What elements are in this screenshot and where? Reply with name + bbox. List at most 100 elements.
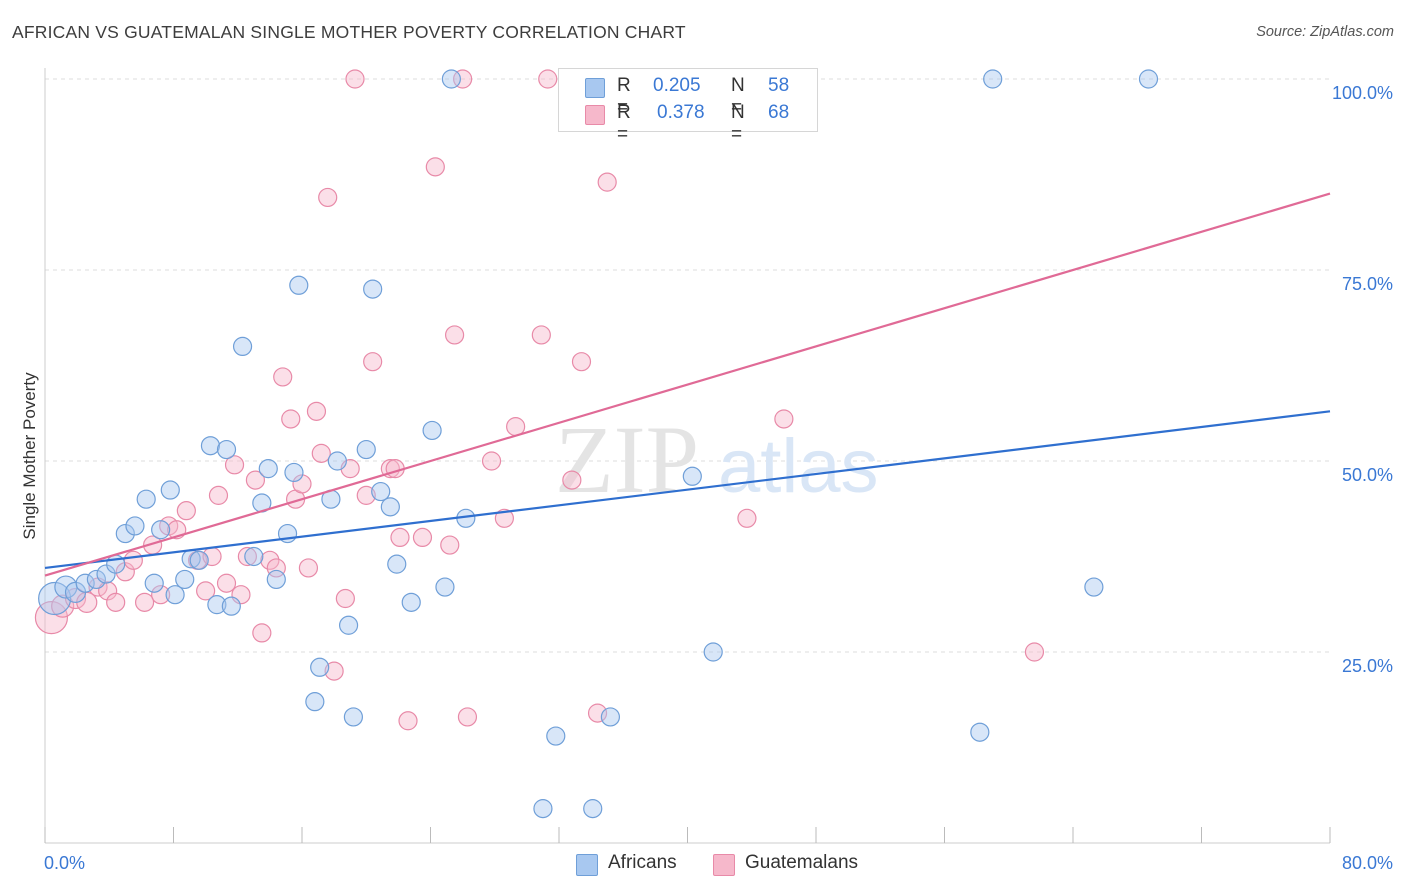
african-point bbox=[371, 481, 391, 502]
guatemalan-point bbox=[425, 157, 445, 177]
african-point bbox=[86, 569, 107, 590]
african-point bbox=[136, 489, 156, 509]
x-tick-label: 80.0% bbox=[1342, 853, 1393, 873]
legend-r-label: R = bbox=[617, 102, 631, 145]
guatemalan-point bbox=[98, 581, 118, 601]
africans-swatch bbox=[585, 78, 605, 98]
guatemalans-legend-label: Guatemalans bbox=[745, 852, 859, 873]
african-point bbox=[289, 275, 309, 295]
africans-trend-line bbox=[44, 410, 1331, 570]
african-point bbox=[387, 554, 407, 574]
guatemalan-point bbox=[292, 474, 312, 494]
africans-points bbox=[38, 69, 1159, 819]
african-point bbox=[284, 462, 304, 483]
african-point bbox=[356, 439, 376, 460]
grid-layer bbox=[45, 78, 1330, 653]
guatemalans-trend-line bbox=[44, 192, 1331, 577]
guatemalan-point bbox=[481, 451, 502, 471]
african-point bbox=[970, 722, 990, 742]
legend-r-label: R = bbox=[617, 75, 631, 118]
african-point bbox=[435, 577, 455, 597]
y-tick-label: 100.0% bbox=[1332, 83, 1393, 103]
guatemalan-point bbox=[281, 409, 301, 429]
source-credit: Source: ZipAtlas.com bbox=[1256, 24, 1394, 40]
legend-n-value: 58 bbox=[768, 75, 790, 96]
guatemalan-point bbox=[176, 501, 196, 521]
african-point bbox=[75, 573, 95, 593]
african-point bbox=[338, 615, 359, 635]
african-point bbox=[244, 546, 264, 567]
guatemalan-point bbox=[494, 508, 514, 528]
guatemalan-point bbox=[260, 550, 280, 570]
guatemalan-point bbox=[324, 661, 344, 681]
african-point bbox=[533, 799, 553, 819]
african-point bbox=[600, 707, 621, 727]
guatemalans-points bbox=[34, 69, 1045, 731]
guatemalan-point bbox=[216, 573, 237, 593]
guatemalan-point bbox=[151, 585, 171, 605]
guatemalan-point bbox=[115, 562, 135, 582]
watermark-atlas: atlas bbox=[718, 424, 879, 509]
african-point bbox=[175, 569, 195, 590]
african-point bbox=[441, 69, 461, 89]
guatemalan-point bbox=[457, 707, 478, 727]
african-point bbox=[380, 497, 400, 517]
african-point bbox=[310, 657, 330, 677]
african-point bbox=[221, 596, 241, 616]
legend-n-label: N = bbox=[731, 102, 745, 145]
y-tick-label: 25.0% bbox=[1342, 656, 1393, 676]
guatemalan-point bbox=[737, 508, 757, 528]
african-point bbox=[343, 707, 363, 727]
africans-legend-swatch bbox=[576, 854, 598, 876]
african-point bbox=[401, 592, 421, 612]
legend-r-value: 0.205 bbox=[653, 75, 701, 96]
guatemalan-point bbox=[390, 527, 410, 548]
guatemalan-point bbox=[252, 623, 272, 643]
guatemalans-swatch bbox=[585, 105, 605, 125]
chart-title: AFRICAN VS GUATEMALAN SINGLE MOTHER POVE… bbox=[12, 22, 686, 42]
legend-r-value: 0.378 bbox=[657, 102, 705, 123]
african-point bbox=[115, 523, 135, 544]
african-point bbox=[96, 564, 116, 584]
african-point bbox=[327, 451, 347, 471]
tick-labels: 25.0% 50.0% 75.0% 100.0% 0.0% 80.0% bbox=[44, 83, 1393, 873]
guatemalan-point bbox=[453, 69, 473, 89]
african-point bbox=[160, 480, 180, 500]
correlation-legend: R = 0.205 N = 58 R = 0.378 N = 68 bbox=[558, 68, 818, 145]
african-point bbox=[189, 550, 209, 570]
guatemalan-point bbox=[123, 550, 143, 570]
guatemalan-point bbox=[51, 594, 75, 618]
y-tick-label: 50.0% bbox=[1342, 465, 1393, 485]
x-tick-label: 0.0% bbox=[44, 853, 85, 873]
watermark-zip: ZIP bbox=[555, 406, 699, 513]
african-point bbox=[232, 336, 253, 356]
african-point bbox=[151, 520, 171, 540]
guatemalan-point bbox=[298, 558, 319, 578]
african-point bbox=[266, 569, 286, 590]
guatemalan-point bbox=[1024, 642, 1045, 662]
guatemalan-point bbox=[356, 485, 376, 505]
african-point bbox=[546, 726, 566, 746]
african-point bbox=[38, 581, 72, 616]
guatemalan-point bbox=[345, 69, 365, 89]
guatemalan-point bbox=[571, 352, 592, 372]
guatemalan-point bbox=[196, 581, 216, 601]
guatemalan-point bbox=[774, 409, 794, 429]
african-point bbox=[200, 436, 221, 456]
african-point bbox=[1138, 69, 1159, 89]
guatemalan-point bbox=[245, 470, 266, 490]
guatemalan-point bbox=[224, 455, 245, 475]
guatemalan-point bbox=[208, 485, 229, 505]
african-point bbox=[983, 69, 1003, 89]
african-point bbox=[165, 585, 185, 605]
african-point bbox=[258, 459, 278, 479]
african-point bbox=[144, 573, 164, 593]
african-point bbox=[216, 439, 237, 460]
guatemalan-point bbox=[531, 325, 551, 345]
guatemalan-point bbox=[398, 711, 418, 731]
guatemalan-point bbox=[538, 69, 558, 89]
guatemalan-point bbox=[440, 535, 460, 555]
african-point bbox=[703, 642, 723, 662]
african-point bbox=[1084, 577, 1104, 597]
africans-legend-label: Africans bbox=[608, 852, 677, 873]
